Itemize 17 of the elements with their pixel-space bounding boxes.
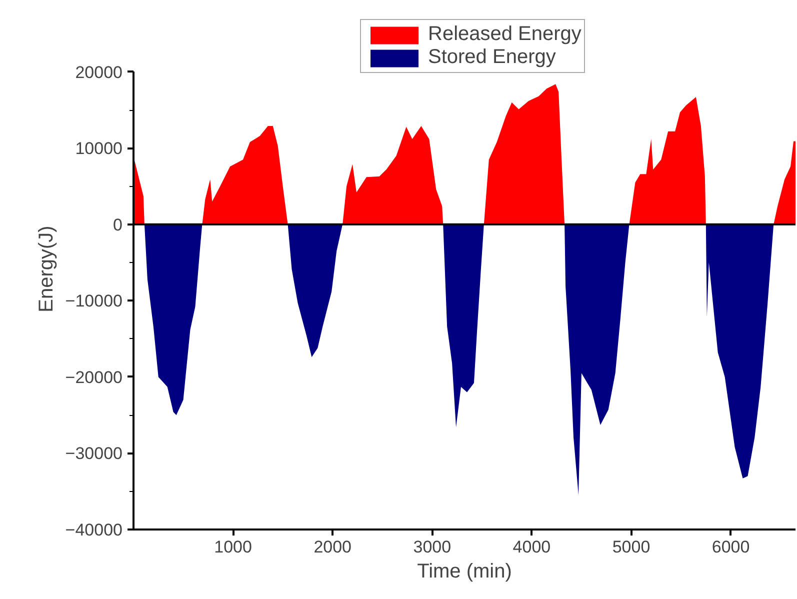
- y-tick-label: −40000: [65, 520, 122, 540]
- y-tick-label: −10000: [65, 292, 122, 311]
- x-tick-label: 6000: [712, 538, 750, 556]
- x-axis-title: Time (min): [417, 560, 512, 582]
- x-tick-label: 3000: [413, 538, 452, 556]
- y-tick-label: −30000: [65, 444, 122, 464]
- y-tick-label: 10000: [75, 139, 123, 158]
- y-axis-title: Energy(J): [35, 226, 58, 312]
- legend-label: Released Energy: [428, 23, 582, 46]
- x-tick-label: 1000: [214, 538, 252, 556]
- legend-label: Stored Energy: [428, 46, 556, 69]
- y-tick-label: 20000: [75, 62, 123, 82]
- x-tick-label: 4000: [512, 538, 551, 556]
- x-tick-label: 2000: [314, 538, 352, 556]
- x-tick-label: 5000: [612, 538, 650, 556]
- y-tick-label: 0: [113, 215, 123, 234]
- y-tick-label: −20000: [65, 368, 122, 387]
